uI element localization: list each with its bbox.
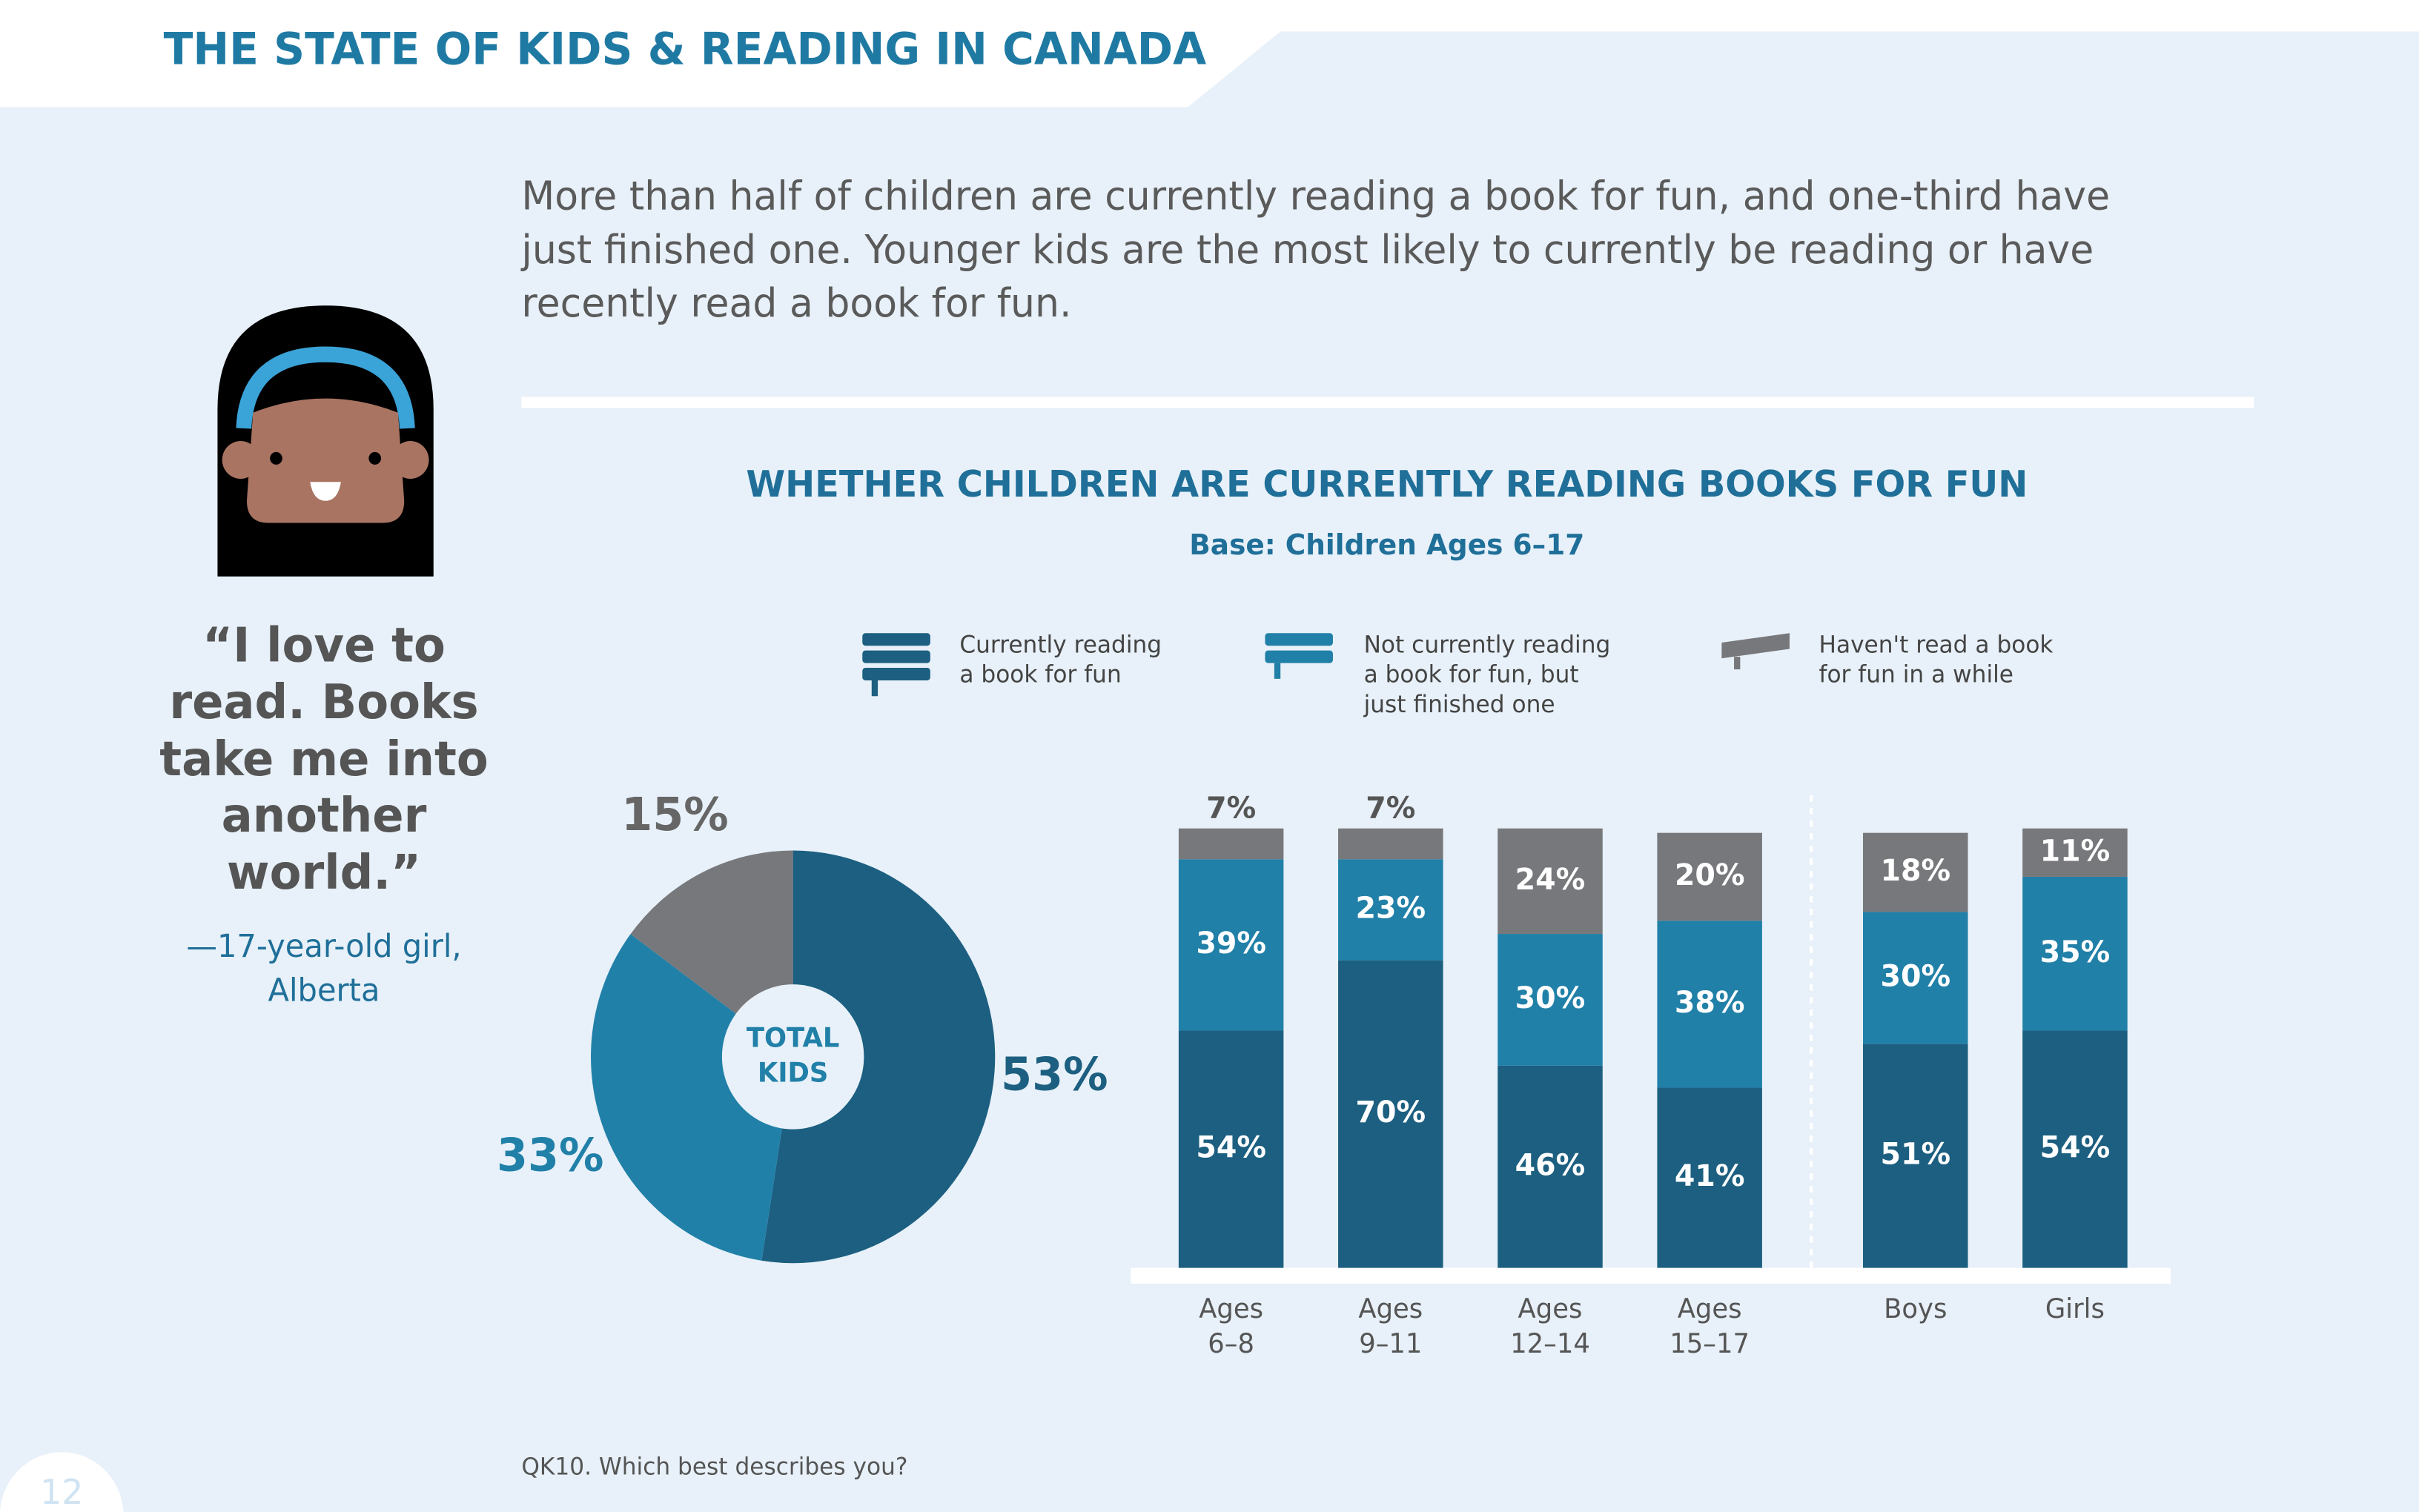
x-tick-label: 9–11 [1359, 1329, 1422, 1359]
legend-label: Currently reading [959, 631, 1162, 658]
pie-center-label: TOTAL [747, 1023, 840, 1053]
bar-segment [1657, 832, 1762, 921]
bar-segment [1338, 828, 1443, 860]
footnote: QK10. Which best describes you? [521, 1453, 907, 1480]
x-tick-label: Boys [1884, 1294, 1947, 1324]
bar-value-label: 18% [1880, 854, 1950, 888]
pie-center-label: KIDS [758, 1058, 828, 1088]
attribution-line: Alberta [268, 972, 380, 1009]
page-title: THE STATE OF KIDS & READING IN CANADA [164, 23, 1207, 75]
legend-icon-not-read [1721, 633, 1790, 670]
bar-value-label: 23% [1356, 891, 1426, 925]
quote-line: “I love to [202, 617, 446, 673]
intro-line: More than half of children are currently… [521, 173, 2110, 219]
bar-value-label: 30% [1880, 959, 1950, 993]
pie-label: 33% [497, 1129, 603, 1182]
bar-value-label: 35% [2040, 935, 2111, 969]
bar-value-label: 54% [1196, 1130, 1266, 1164]
bar-segment [1657, 921, 1762, 1088]
bar-value-label: 38% [1675, 986, 1745, 1020]
bar-value-label: 46% [1515, 1148, 1586, 1182]
pie-slice [591, 934, 793, 1261]
attribution-line: —17-year-old girl, [186, 927, 461, 964]
x-tick-label: 6–8 [1208, 1329, 1254, 1359]
x-tick-label: 12–14 [1510, 1329, 1590, 1359]
intro: More than half of children are currently… [520, 173, 2110, 326]
attribution: —17-year-old girl, Alberta [186, 927, 461, 1008]
x-tick-label: 15–17 [1670, 1329, 1750, 1359]
bar-segment [1338, 960, 1443, 1268]
quote-line: take me into [159, 731, 488, 786]
bar-segment [1498, 1065, 1603, 1268]
pie-hole [721, 984, 864, 1130]
bar-segment [1863, 1044, 1968, 1268]
bar-value-label: 70% [1356, 1095, 1426, 1130]
bar-segment [1863, 832, 1968, 912]
bar-value-label: 39% [1196, 926, 1266, 961]
legend-icon-finished [1265, 633, 1333, 679]
bar-segment [1178, 828, 1284, 860]
quote-line: another [222, 788, 427, 843]
bar-segment [1498, 934, 1603, 1066]
x-tick-label: Girls [2045, 1294, 2105, 1324]
legend-label: a book for fun, but [1364, 661, 1579, 688]
bar-value-label: 54% [2040, 1130, 2111, 1164]
pie-slice [761, 850, 996, 1264]
intro-line: recently read a book for fun. [521, 281, 1071, 327]
bar-value-label: 51% [1880, 1137, 1950, 1171]
bar-value-label: 20% [1675, 858, 1745, 892]
page-number: 12 [40, 1472, 83, 1512]
bar-value-label: 7% [1366, 791, 1415, 825]
legend-icon-reading [862, 633, 930, 697]
legend-label: Haven't read a book [1819, 631, 2054, 658]
quote-line: world.” [227, 844, 421, 900]
bar-value-label: 11% [2040, 834, 2111, 868]
intro-line: just finished one. Younger kids are the … [520, 227, 2094, 273]
bar-value-label: 7% [1206, 791, 1256, 825]
page-number-tab [0, 1452, 124, 1512]
bar-value-label: 24% [1515, 863, 1586, 897]
x-tick-label: Ages [1358, 1294, 1423, 1324]
bar-segment [2022, 1030, 2128, 1268]
bar-value-label: 30% [1515, 981, 1586, 1015]
chart-title: WHETHER CHILDREN ARE CURRENTLY READING B… [746, 463, 2028, 505]
quote-line: read. Books [169, 674, 478, 730]
bar-segment [1498, 828, 1603, 935]
pie-label: 15% [621, 788, 728, 841]
legend-label: a book for fun [959, 661, 1121, 688]
bar-segment [1863, 912, 1968, 1044]
chart-subtitle: Base: Children Ages 6–17 [1189, 528, 1584, 561]
bar-segment [1178, 859, 1284, 1031]
x-tick-label: Ages [1199, 1294, 1263, 1324]
legend-label: Not currently reading [1364, 631, 1611, 658]
bar-segment [2022, 828, 2128, 877]
bar-value-label: 41% [1675, 1159, 1745, 1193]
pie-label: 53% [1001, 1048, 1108, 1101]
bar-segment [1338, 859, 1443, 961]
legend-label: for fun in a while [1819, 661, 2013, 688]
girl-icon [217, 305, 434, 577]
bar-segment [2022, 876, 2128, 1031]
x-tick-label: Ages [1678, 1294, 1742, 1324]
bar-segment [1657, 1087, 1762, 1268]
legend-label: just finished one [1363, 692, 1555, 718]
bar-segment [1178, 1030, 1284, 1268]
baseline [1131, 1267, 2171, 1284]
x-tick-label: Ages [1518, 1294, 1583, 1324]
quote: “I love to read. Books take me into anot… [159, 617, 488, 900]
divider [521, 397, 2254, 408]
